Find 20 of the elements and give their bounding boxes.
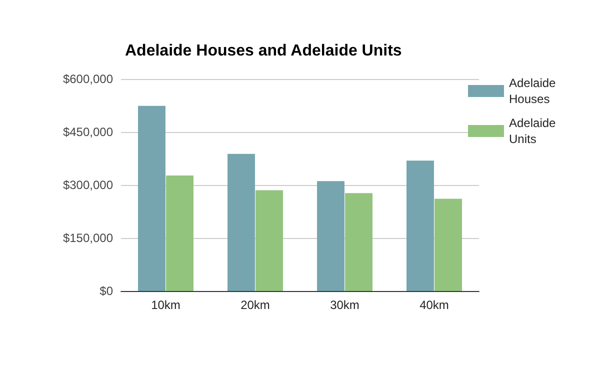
x-tick-label: 10km <box>151 298 180 312</box>
bar <box>406 160 434 291</box>
y-tick-label: $0 <box>100 284 114 298</box>
bar <box>228 154 255 291</box>
legend-label: Adelaide Houses <box>509 76 560 106</box>
bar <box>345 193 372 291</box>
x-tick-label: 40km <box>420 298 449 312</box>
y-tick-label: $150,000 <box>62 231 114 245</box>
bar <box>256 190 283 291</box>
y-tick-label: $300,000 <box>62 178 114 192</box>
bar <box>166 175 194 291</box>
x-tick-label: 20km <box>240 298 270 312</box>
legend-label: Adelaide Units <box>509 116 560 146</box>
bar <box>434 198 462 291</box>
bar <box>317 181 344 291</box>
x-tick-label: 30km <box>330 298 360 312</box>
y-tick-label: $600,000 <box>62 72 114 86</box>
bar <box>138 106 166 291</box>
chart-title: Adelaide Houses and Adelaide Units <box>125 42 402 60</box>
y-tick-label: $450,000 <box>62 125 114 139</box>
